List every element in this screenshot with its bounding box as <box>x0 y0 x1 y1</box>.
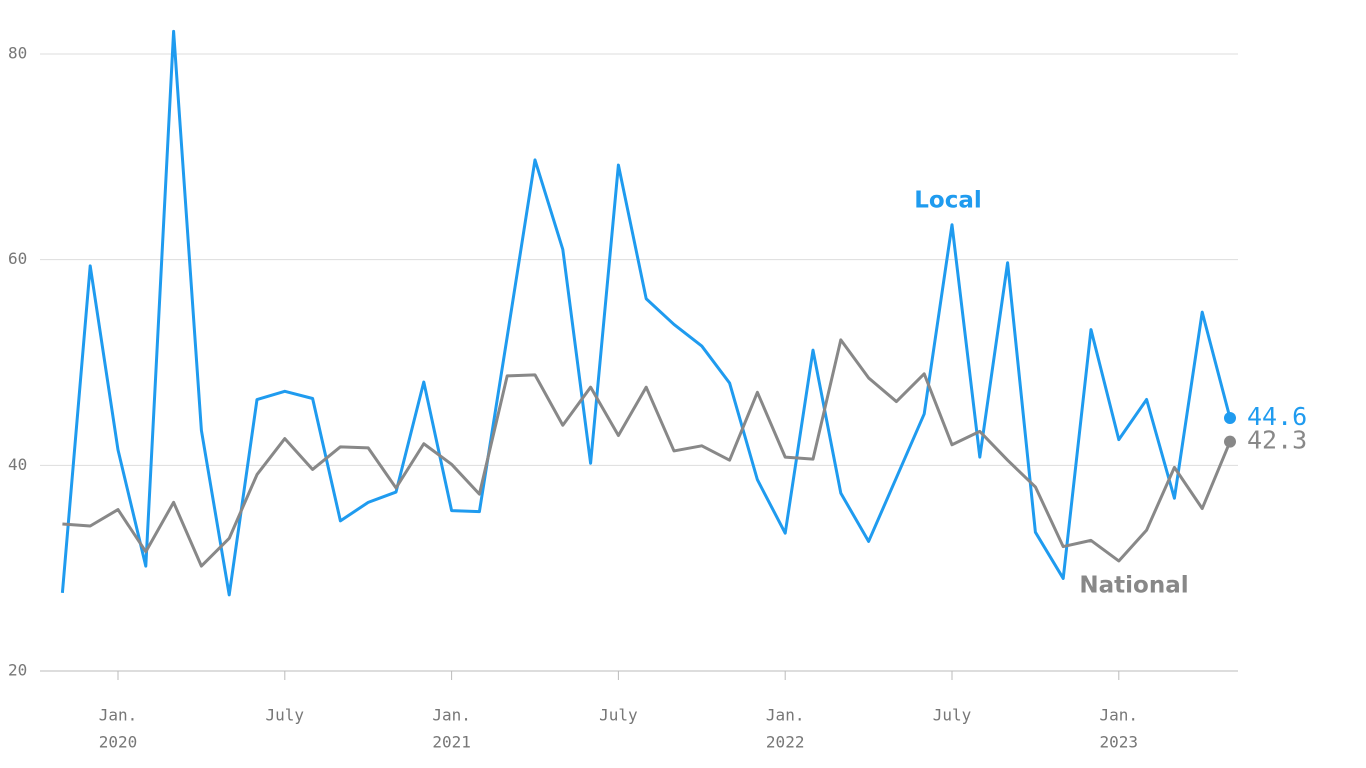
x-tick-label: Jan. <box>432 706 471 725</box>
y-tick-label: 80 <box>8 44 27 63</box>
x-tick-label: July <box>933 706 972 725</box>
x-tick-label: July <box>599 706 638 725</box>
line <box>60 29 1232 597</box>
line <box>62 338 1232 568</box>
x-tick-year: 2022 <box>766 733 805 752</box>
series-label: National <box>1079 573 1188 599</box>
x-tick-year: 2021 <box>432 733 471 752</box>
x-tick-label: Jan. <box>99 706 138 725</box>
end-label: 44.6 <box>1247 402 1307 431</box>
end-point <box>1224 435 1236 448</box>
series-label: Local <box>914 188 982 214</box>
end-label: 42.3 <box>1247 426 1307 455</box>
x-tick-year: 2023 <box>1100 733 1139 752</box>
y-tick-label: 40 <box>8 455 27 474</box>
x-tick-label: Jan. <box>1100 706 1139 725</box>
y-tick-label: 60 <box>8 249 27 268</box>
x-tick-label: July <box>266 706 305 725</box>
x-tick-label: Jan. <box>766 706 805 725</box>
y-tick-label: 20 <box>8 661 27 680</box>
x-tick-year: 2020 <box>99 733 138 752</box>
end-point <box>1224 412 1236 425</box>
